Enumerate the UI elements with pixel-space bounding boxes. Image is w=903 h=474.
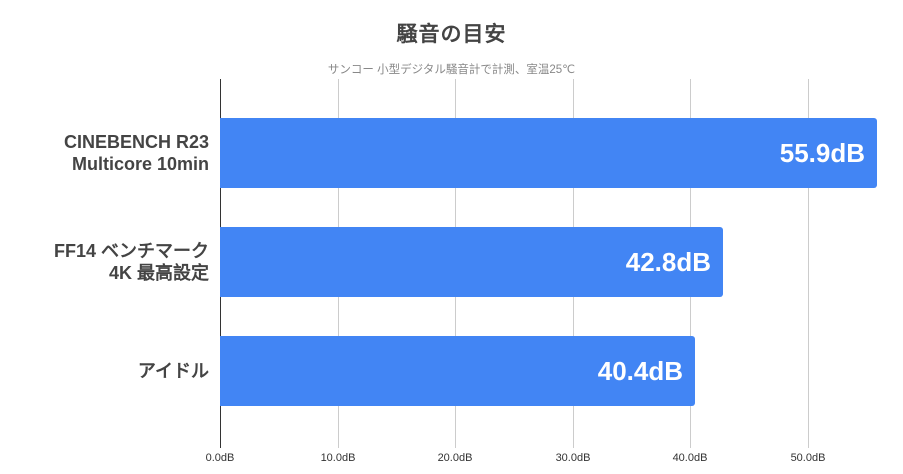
category-line2: Multicore 10min <box>71 154 209 174</box>
gridline-50 <box>808 79 809 448</box>
x-tick-0: 0.0dB <box>205 452 235 464</box>
x-tick-10: 10.0dB <box>320 452 356 464</box>
bar-value-label: 55.9dB <box>779 138 865 168</box>
category-label-idle: アイドル <box>138 360 209 382</box>
plot-area: 55.9dB 42.8dB 40.4dB <box>220 79 880 448</box>
category-line1: CINEBENCH R23 <box>63 132 209 152</box>
chart-title: 騒音の目安 <box>396 23 507 46</box>
category-label-cinebench: CINEBENCH R23 Multicore 10min <box>64 131 209 175</box>
category-line2: 4K 最高設定 <box>108 263 209 283</box>
x-tick-40: 40.0dB <box>672 452 708 464</box>
x-tick-50: 50.0dB <box>790 452 826 464</box>
category-label-ff14: FF14 ベンチマーク 4K 最高設定 <box>54 240 209 284</box>
bar-value-label: 42.8dB <box>625 247 711 277</box>
category-line1: アイドル <box>137 361 209 381</box>
bar-idle: 40.4dB <box>220 336 695 406</box>
x-tick-30: 30.0dB <box>555 452 591 464</box>
bar-ff14: 42.8dB <box>220 227 723 297</box>
bar-value-label: 40.4dB <box>597 356 683 386</box>
category-line1: FF14 ベンチマーク <box>53 241 209 261</box>
bar-cinebench: 55.9dB <box>220 118 877 188</box>
x-tick-20: 20.0dB <box>437 452 473 464</box>
chart-subtitle: サンコー 小型デジタル騒音計で計測、室温25℃ <box>327 64 576 76</box>
